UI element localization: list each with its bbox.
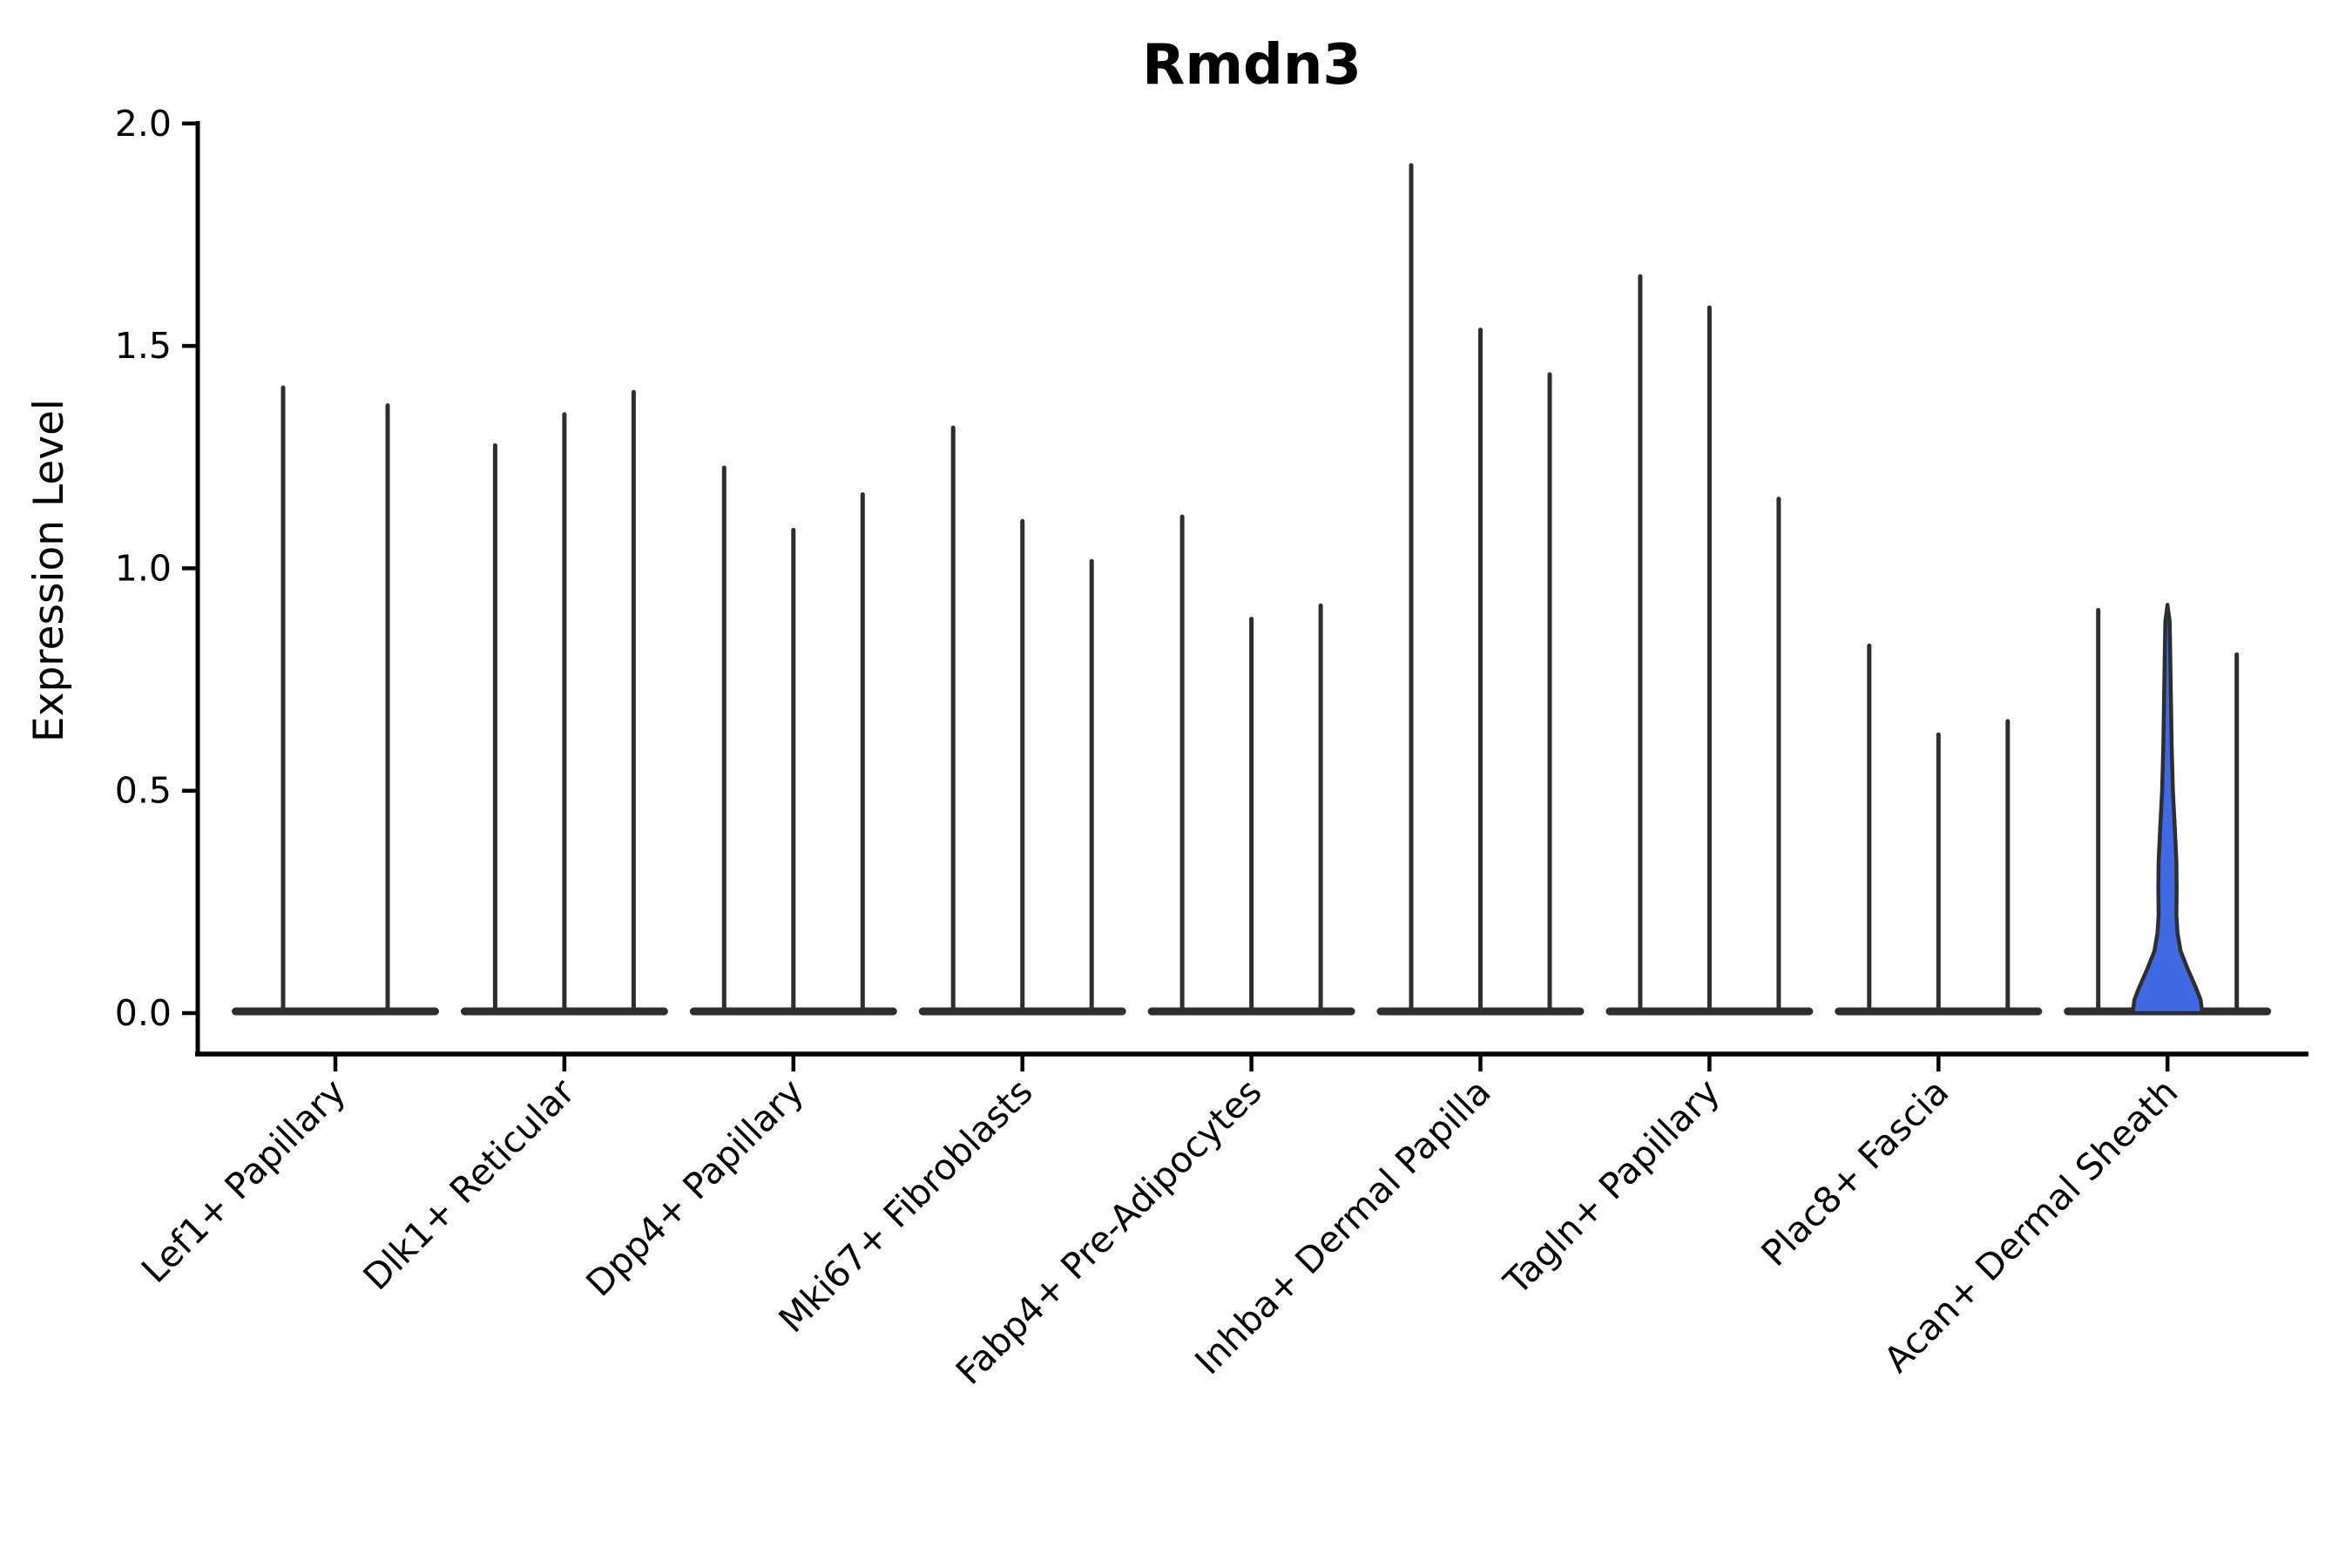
x-tick-label: Dpp4+ Papillary [578, 1071, 811, 1304]
highlighted-violin [2130, 603, 2205, 1016]
x-tick-label: Tagln+ Papillary [1495, 1071, 1727, 1303]
y-axis-ticks: 0.0 0.5 1.0 1.5 2.0 [115, 103, 197, 1034]
violin-base-band [232, 1007, 439, 1016]
y-tick-label: 0.5 [115, 770, 172, 812]
y-tick-label: 2.0 [115, 103, 172, 145]
y-tick-label: 1.5 [115, 325, 172, 367]
chart-title: Rmdn3 [1142, 33, 1362, 98]
x-tick-label: Lef1+ Papillary [133, 1071, 354, 1291]
y-axis-label: Expression Level [25, 399, 73, 742]
x-tick-label: Mki67+ Fibroblasts [771, 1071, 1041, 1341]
x-tick-label: Plac8+ Fascia [1754, 1071, 1957, 1274]
violins-layer [232, 163, 2272, 1016]
y-tick-label: 0.0 [115, 992, 172, 1034]
x-tick-label: Dlk1+ Reticular [355, 1071, 583, 1298]
y-tick-label: 1.0 [115, 547, 172, 589]
